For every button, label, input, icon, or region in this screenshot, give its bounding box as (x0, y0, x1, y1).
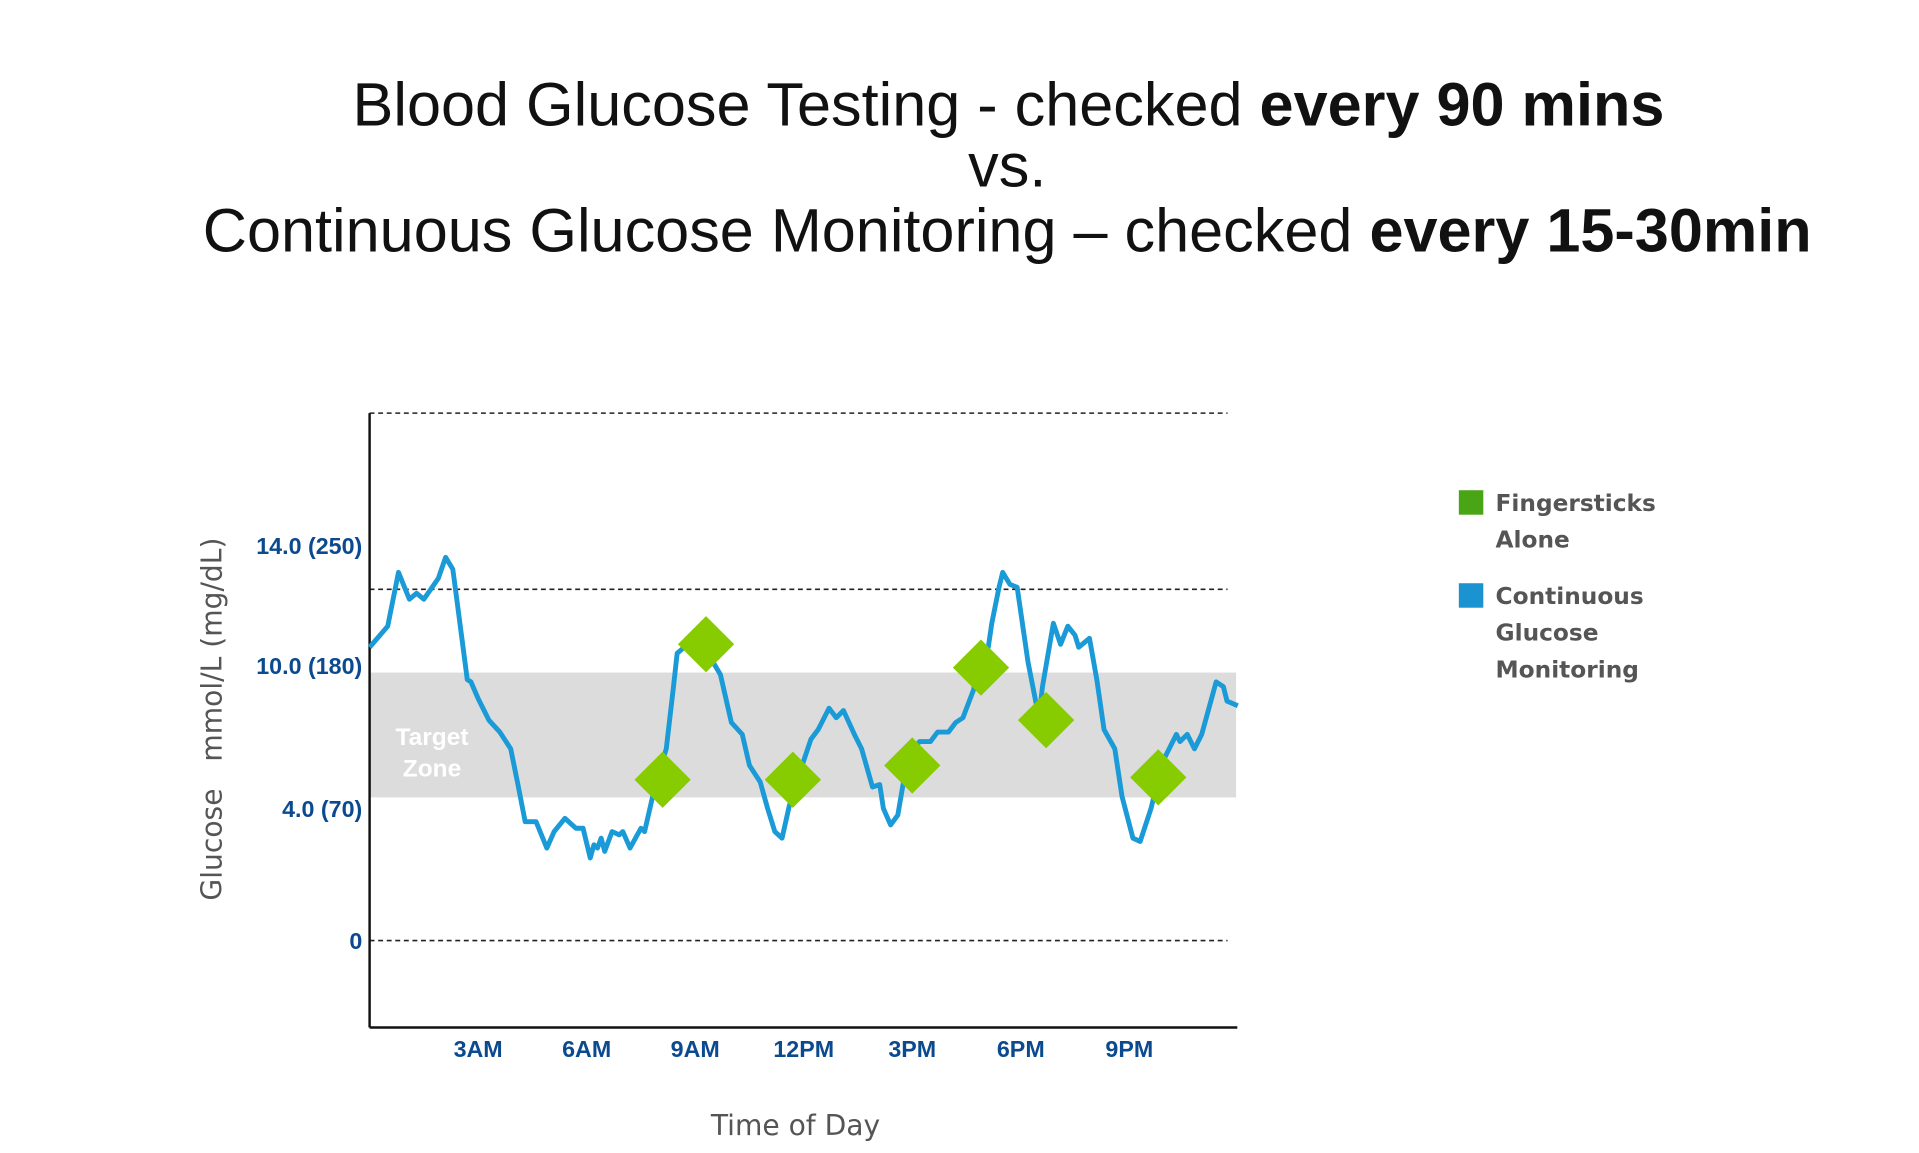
legend-label-cgm-3: Monitoring (1496, 656, 1639, 683)
fingerstick-point (952, 639, 1010, 696)
y-axis-label: Glucose mmol/L (mg/dL) (196, 538, 229, 901)
y-tick-label: 0 (349, 928, 362, 954)
x-tick-label: 3AM (454, 1036, 503, 1062)
target-zone-label-2: Zone (403, 756, 461, 783)
legend-swatch-cgm (1458, 583, 1484, 608)
fingerstick-point (764, 751, 822, 808)
fingerstick-point (677, 616, 735, 673)
legend-label-cgm-2: Glucose (1496, 620, 1599, 647)
title-line-3-bold: every 15-30min (1369, 197, 1811, 265)
x-tick-label: 6PM (997, 1036, 1045, 1062)
title-line-1-bold: every 90 mins (1260, 71, 1665, 139)
slide-title: Blood Glucose Testing - checked every 90… (203, 71, 1812, 265)
fingerstick-point (1130, 749, 1187, 806)
legend-label-fingersticks-2: Alone (1496, 527, 1570, 554)
x-axis-label: Time of Day (710, 1109, 880, 1142)
x-tick-label: 3PM (888, 1036, 936, 1062)
x-tick-label: 9PM (1105, 1036, 1153, 1062)
legend-label-fingersticks-1: Fingersticks (1496, 490, 1656, 517)
title-line-3-regular: Continuous Glucose Monitoring – checked (203, 197, 1370, 265)
x-tick-label: 6AM (562, 1036, 611, 1062)
fingerstick-point (1017, 691, 1075, 749)
title-line-1-regular: Blood Glucose Testing - checked (353, 71, 1260, 139)
legend-label-cgm-1: Continuous (1496, 583, 1644, 610)
y-tick-label: 10.0 (180) (256, 653, 362, 679)
fingerstick-point (634, 751, 691, 808)
legend: Fingersticks Alone Continuous Glucose Mo… (1458, 490, 1656, 683)
title-vs: vs. (968, 132, 1046, 200)
title-line-3: Continuous Glucose Monitoring – checked … (203, 197, 1812, 265)
legend-swatch-fingersticks (1458, 490, 1484, 515)
x-tick-label: 9AM (671, 1036, 720, 1062)
y-tick-label: 4.0 (70) (282, 796, 362, 822)
plot-area: Target Zone 0 4.0 (70) 10.0 (180) 14.0 (250) 3… (256, 412, 1239, 1062)
x-tick-label: 12PM (773, 1036, 834, 1062)
cgm-line (367, 554, 1239, 861)
y-tick-label: 14.0 (250) (256, 533, 362, 559)
title-line-1: Blood Glucose Testing - checked every 90… (353, 71, 1665, 139)
target-zone-label-1: Target (396, 724, 469, 751)
fingerstick-point (884, 737, 941, 794)
